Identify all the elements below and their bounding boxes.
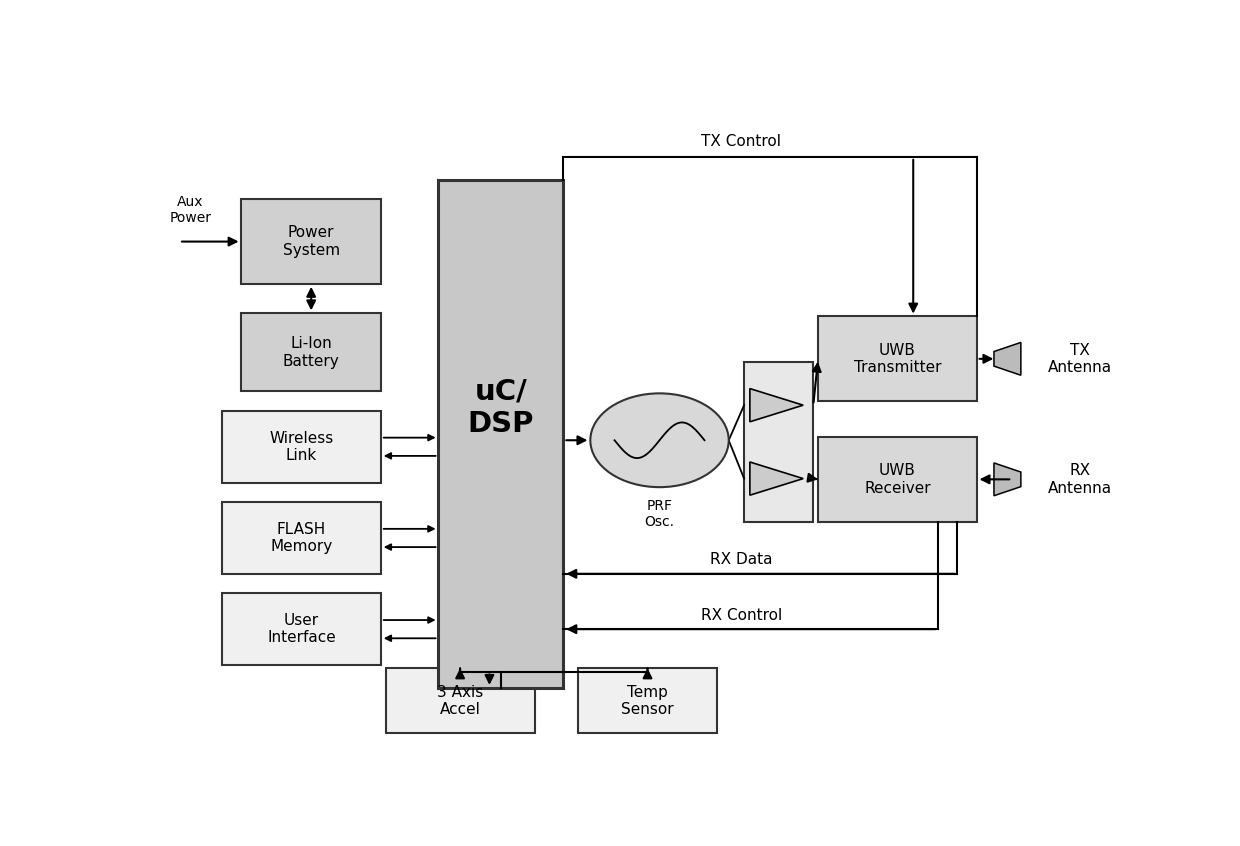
Text: TX
Antenna: TX Antenna — [1048, 343, 1112, 375]
FancyBboxPatch shape — [386, 668, 534, 733]
FancyBboxPatch shape — [818, 316, 977, 401]
FancyBboxPatch shape — [222, 593, 381, 665]
Text: UWB
Transmitter: UWB Transmitter — [853, 343, 941, 375]
Text: FLASH
Memory: FLASH Memory — [270, 522, 332, 554]
Text: TX Control: TX Control — [701, 134, 781, 149]
FancyBboxPatch shape — [439, 179, 563, 688]
Text: Temp
Sensor: Temp Sensor — [621, 684, 673, 717]
Text: 3 Axis
Accel: 3 Axis Accel — [436, 684, 484, 717]
Text: Power
System: Power System — [283, 225, 340, 258]
FancyBboxPatch shape — [222, 503, 381, 574]
Text: Aux
Power: Aux Power — [170, 195, 211, 225]
Text: RX Data: RX Data — [711, 552, 773, 568]
Polygon shape — [994, 463, 1021, 496]
FancyBboxPatch shape — [242, 200, 381, 284]
FancyBboxPatch shape — [818, 437, 977, 522]
FancyBboxPatch shape — [222, 411, 381, 482]
Text: uC/
DSP: uC/ DSP — [467, 377, 534, 438]
Polygon shape — [750, 388, 804, 422]
Circle shape — [590, 393, 729, 487]
Text: User
Interface: User Interface — [267, 613, 336, 645]
Text: Li-Ion
Battery: Li-Ion Battery — [283, 336, 340, 369]
Text: PRF
Osc.: PRF Osc. — [645, 499, 675, 529]
FancyBboxPatch shape — [242, 313, 381, 392]
Polygon shape — [994, 343, 1021, 376]
Text: RX
Antenna: RX Antenna — [1048, 463, 1112, 496]
FancyBboxPatch shape — [744, 362, 813, 522]
Text: RX Control: RX Control — [701, 607, 782, 623]
Text: Wireless
Link: Wireless Link — [269, 431, 334, 463]
Text: UWB
Receiver: UWB Receiver — [864, 463, 931, 496]
Polygon shape — [750, 462, 804, 495]
FancyBboxPatch shape — [578, 668, 717, 733]
